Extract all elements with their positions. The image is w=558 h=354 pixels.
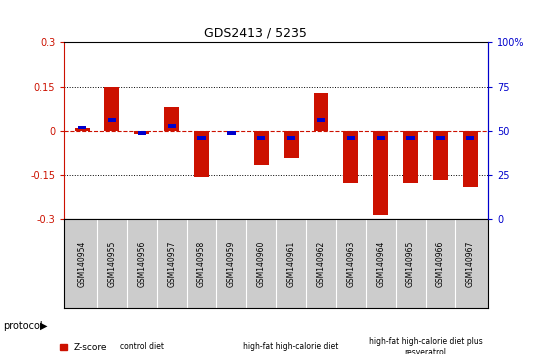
Bar: [406, 136, 415, 140]
Bar: [134, 131, 150, 134]
Bar: [167, 124, 176, 127]
Text: high-fat high-calorie diet: high-fat high-calorie diet: [243, 342, 339, 352]
Bar: [257, 136, 266, 140]
Bar: [403, 131, 418, 183]
Text: GSM140963: GSM140963: [347, 240, 355, 287]
Text: GSM140957: GSM140957: [167, 240, 176, 287]
Text: GSM140954: GSM140954: [78, 240, 86, 287]
Bar: [78, 126, 86, 129]
Text: high-fat high-calorie diet plus
resveratrol: high-fat high-calorie diet plus resverat…: [369, 337, 483, 354]
Bar: [108, 119, 116, 122]
Bar: [377, 136, 385, 140]
Bar: [466, 136, 474, 140]
Text: control diet: control diet: [120, 342, 164, 352]
Bar: [287, 136, 295, 140]
Bar: [373, 131, 388, 215]
Text: GSM140966: GSM140966: [436, 240, 445, 287]
Legend: Z-score, percentile rank within the sample: Z-score, percentile rank within the samp…: [60, 343, 227, 354]
Text: GSM140956: GSM140956: [137, 240, 146, 287]
Bar: [164, 107, 179, 131]
Bar: [283, 131, 299, 158]
Bar: [347, 136, 355, 140]
Text: ▶: ▶: [40, 320, 47, 331]
Text: GSM140961: GSM140961: [287, 241, 296, 287]
Bar: [436, 136, 445, 140]
Text: GSM140964: GSM140964: [376, 240, 385, 287]
Title: GDS2413 / 5235: GDS2413 / 5235: [204, 27, 306, 40]
Bar: [138, 131, 146, 135]
Bar: [314, 93, 329, 131]
Text: GSM140962: GSM140962: [316, 241, 325, 287]
Text: GSM140965: GSM140965: [406, 240, 415, 287]
Bar: [104, 87, 119, 131]
Bar: [198, 136, 206, 140]
Text: GSM140955: GSM140955: [108, 240, 117, 287]
Bar: [343, 131, 358, 183]
Bar: [463, 131, 478, 187]
Text: GSM140959: GSM140959: [227, 240, 236, 287]
Bar: [224, 131, 239, 132]
Bar: [194, 131, 209, 177]
Text: GSM140967: GSM140967: [466, 240, 475, 287]
Text: GSM140960: GSM140960: [257, 240, 266, 287]
Bar: [254, 131, 269, 165]
Bar: [317, 119, 325, 122]
Bar: [75, 128, 89, 131]
Text: GSM140958: GSM140958: [197, 241, 206, 287]
Text: protocol: protocol: [3, 320, 42, 331]
Bar: [433, 131, 448, 180]
Bar: [227, 131, 235, 135]
